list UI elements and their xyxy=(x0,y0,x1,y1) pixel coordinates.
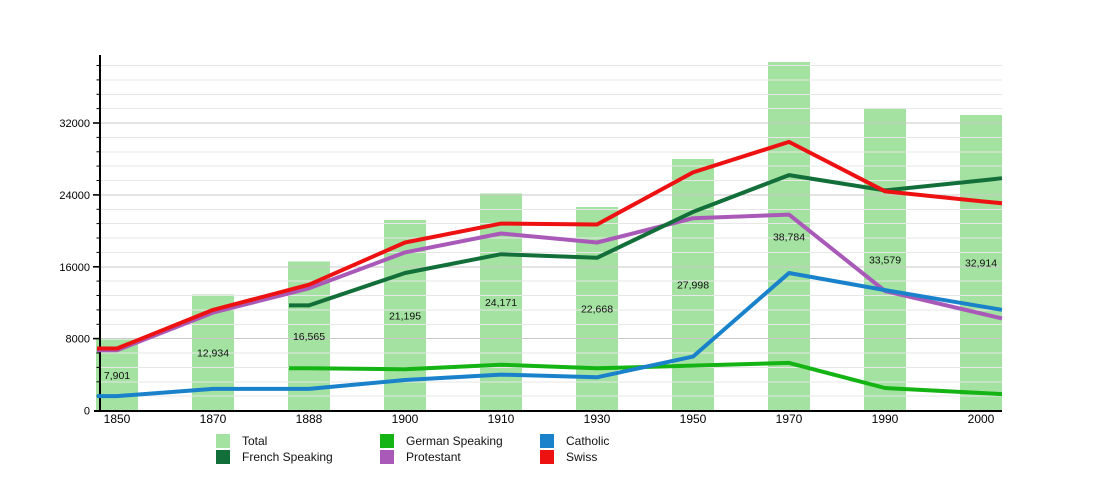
legend-swatch-swiss xyxy=(540,449,554,464)
legend-item-german-speaking: German Speaking xyxy=(380,433,540,448)
x-tick-label: 1910 xyxy=(488,412,515,426)
line-catholic xyxy=(97,271,1003,399)
bar-value-label: 27,998 xyxy=(677,280,709,292)
bar-value-label: 16,565 xyxy=(293,331,325,343)
total-bar-1990 xyxy=(864,108,906,411)
bar-value-label: 33,579 xyxy=(869,255,901,267)
legend-item-catholic: Catholic xyxy=(540,433,609,448)
x-tick-label: 1950 xyxy=(680,412,707,426)
legend-item-total: Total xyxy=(216,433,380,448)
x-tick-label: 1970 xyxy=(776,412,803,426)
legend-swatch-total xyxy=(216,433,230,448)
bar-value-label: 24,171 xyxy=(485,297,517,309)
y-tick-label: 24000 xyxy=(59,190,90,202)
y-tick-label: 0 xyxy=(84,406,90,418)
chart-legend: Total German Speaking Catholic French Sp… xyxy=(216,433,609,464)
bar-value-label: 12,934 xyxy=(197,347,229,359)
legend-swatch-protestant xyxy=(380,449,394,464)
x-tick-label: 1900 xyxy=(392,412,419,426)
legend-label-protestant: Protestant xyxy=(406,449,461,464)
legend-label-total: Total xyxy=(242,433,268,448)
bar-value-label: 38,784 xyxy=(773,231,805,243)
legend-label-german-speaking: German Speaking xyxy=(406,433,503,448)
x-tick-label: 1990 xyxy=(872,412,899,426)
total-bar-2000 xyxy=(960,114,1002,411)
y-tick-label: 32000 xyxy=(59,118,90,130)
total-bar-1950 xyxy=(672,159,714,411)
x-tick-label: 1870 xyxy=(200,412,227,426)
population-chart: 7,901 12,934 16,565 21,195 24,171 22,668 27,99… xyxy=(59,55,1003,426)
legend-swatch-german-speaking xyxy=(380,433,394,448)
x-tick-label: 2000 xyxy=(968,412,995,426)
y-tick-label: 16000 xyxy=(59,262,90,274)
bar-value-label: 22,668 xyxy=(581,304,613,316)
x-tick-label: 1850 xyxy=(104,412,131,426)
y-tick-label: 8000 xyxy=(66,334,90,346)
legend-swatch-french-speaking xyxy=(216,449,230,464)
total-bar-1970 xyxy=(768,62,810,411)
legend-label-catholic: Catholic xyxy=(566,433,610,448)
x-tick-label: 1930 xyxy=(584,412,611,426)
legend-swatch-catholic xyxy=(540,433,554,448)
legend-item-swiss: Swiss xyxy=(540,449,609,464)
bar-value-label: 21,195 xyxy=(389,310,421,322)
line-french-speaking xyxy=(289,173,1003,308)
bar-value-label: 7,901 xyxy=(104,370,130,382)
legend-item-protestant: Protestant xyxy=(380,449,540,464)
legend-item-french-speaking: French Speaking xyxy=(216,449,380,464)
legend-label-french-speaking: French Speaking xyxy=(242,449,333,464)
x-tick-label: 1888 xyxy=(296,412,323,426)
legend-label-swiss: Swiss xyxy=(566,449,598,464)
bar-value-label: 32,914 xyxy=(965,258,997,270)
line-swiss xyxy=(97,139,1003,351)
